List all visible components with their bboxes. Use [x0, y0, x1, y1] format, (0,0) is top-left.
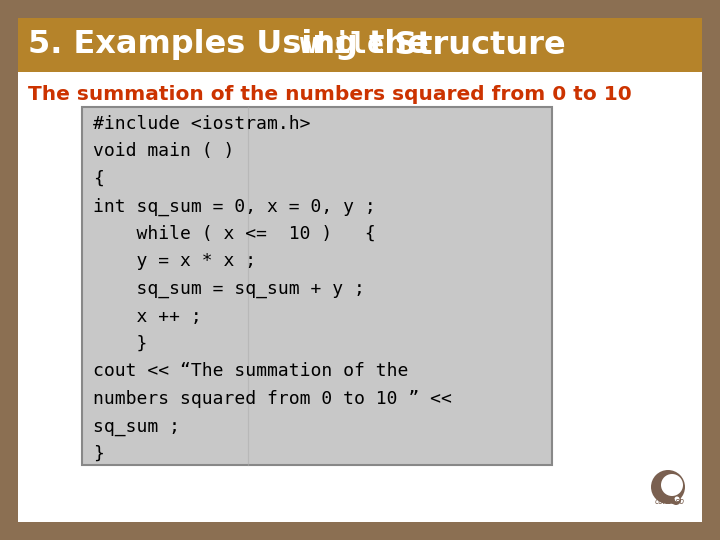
Text: 5. Examples Using the: 5. Examples Using the [28, 30, 440, 60]
Text: #include <iostram.h>: #include <iostram.h> [93, 115, 310, 133]
Circle shape [675, 496, 680, 502]
Circle shape [671, 495, 681, 505]
Text: while: while [300, 31, 384, 59]
Text: contoso: contoso [655, 496, 685, 505]
Bar [18, 18, 702, 72]
Text: cout << “The summation of the: cout << “The summation of the [93, 362, 408, 381]
Bar [82, 107, 552, 465]
Text: while ( x <=  10 )   {: while ( x <= 10 ) { [93, 225, 376, 243]
Text: }: } [93, 445, 104, 463]
Text: x ++ ;: x ++ ; [93, 307, 202, 326]
Text: }: } [93, 335, 148, 353]
Text: numbers squared from 0 to 10 ” <<: numbers squared from 0 to 10 ” << [93, 390, 452, 408]
Text: void main ( ): void main ( ) [93, 143, 235, 160]
Text: y = x * x ;: y = x * x ; [93, 253, 256, 271]
Text: sq_sum = sq_sum + y ;: sq_sum = sq_sum + y ; [93, 280, 365, 298]
Text: The summation of the numbers squared from 0 to 10: The summation of the numbers squared fro… [28, 85, 631, 105]
Circle shape [661, 474, 683, 496]
Circle shape [651, 470, 685, 504]
Text: {: { [93, 170, 104, 188]
Text: sq_sum ;: sq_sum ; [93, 417, 180, 435]
Text: int sq_sum = 0, x = 0, y ;: int sq_sum = 0, x = 0, y ; [93, 197, 376, 215]
Text: Structure: Structure [372, 30, 566, 60]
